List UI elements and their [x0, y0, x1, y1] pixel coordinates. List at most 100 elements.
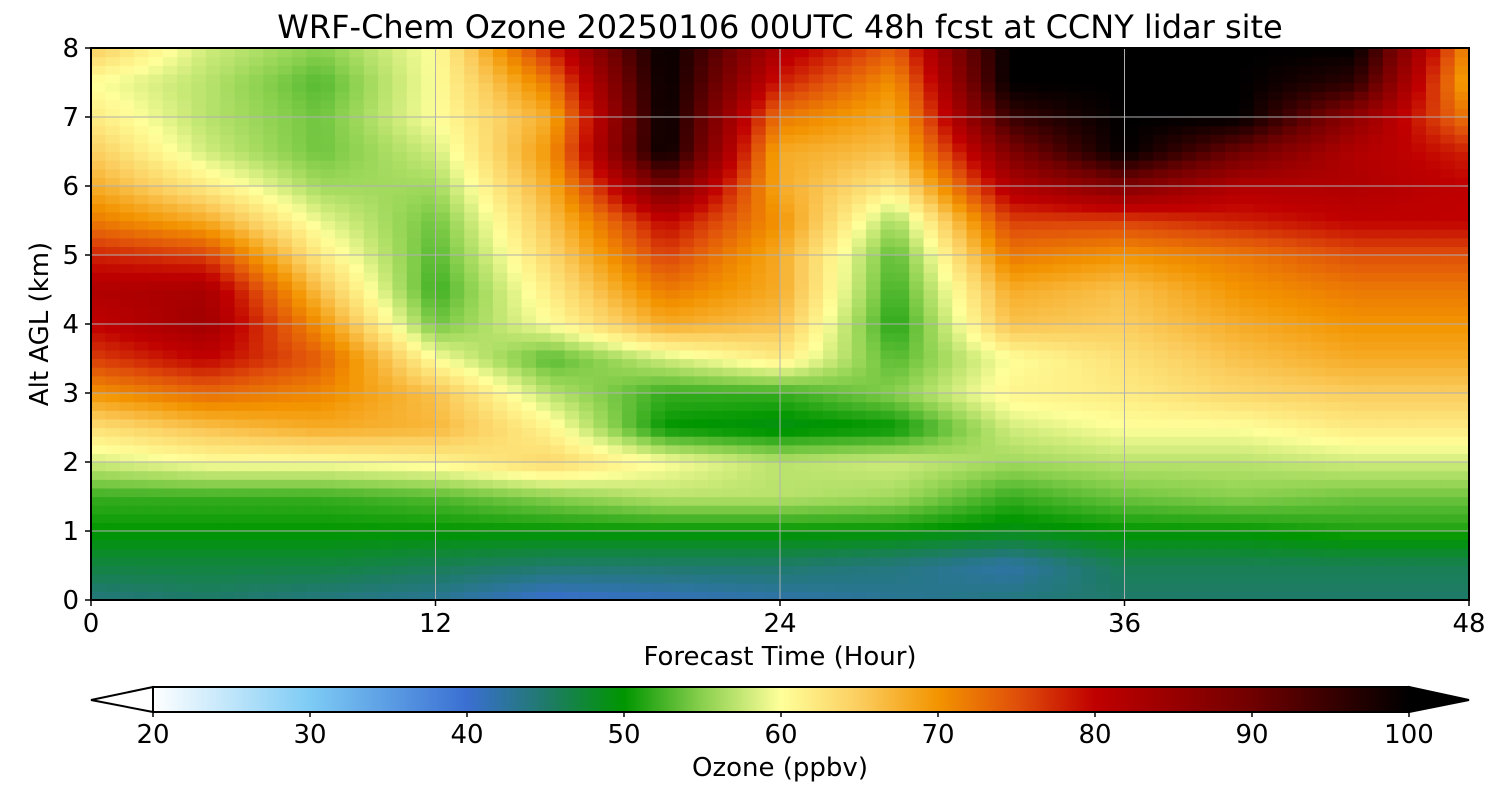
heatmap-cell [449, 177, 465, 187]
heatmap-cell [607, 315, 623, 325]
heatmap-cell [1153, 263, 1169, 273]
heatmap-cell [91, 168, 106, 178]
heatmap-cell [765, 280, 781, 291]
heatmap-cell [1181, 418, 1197, 429]
heatmap-cell [464, 479, 480, 489]
heatmap-cell [363, 367, 379, 377]
heatmap-cell [1124, 401, 1140, 411]
heatmap-cell [894, 410, 910, 420]
heatmap-cell [1224, 349, 1240, 360]
heatmap-cell [1382, 220, 1398, 230]
heatmap-cell [952, 358, 968, 368]
heatmap-cell [909, 289, 925, 299]
heatmap-cell [1325, 531, 1341, 541]
heatmap-cell [1454, 203, 1469, 213]
heatmap-cell [1325, 272, 1341, 282]
heatmap-cell [1397, 315, 1413, 325]
heatmap-cell [1196, 436, 1212, 446]
heatmap-cell [780, 203, 795, 213]
heatmap-cell [291, 574, 307, 584]
heatmap-cell [1282, 272, 1298, 282]
heatmap-cell [952, 289, 968, 299]
heatmap-cell [191, 151, 207, 161]
heatmap-cell [363, 505, 379, 515]
heatmap-cell [1124, 306, 1140, 316]
heatmap-cell [1167, 556, 1183, 567]
heatmap-cell [1440, 496, 1456, 506]
heatmap-cell [837, 246, 853, 256]
heatmap-cell [306, 556, 322, 567]
heatmap-cell [550, 375, 566, 385]
heatmap-cell [1224, 479, 1240, 489]
heatmap-cell [234, 522, 250, 532]
heatmap-cell [177, 487, 193, 498]
heatmap-cell [909, 341, 925, 351]
heatmap-cell [306, 289, 322, 299]
heatmap-cell [708, 427, 724, 437]
heatmap-cell [406, 487, 422, 498]
heatmap-cell [1153, 393, 1169, 403]
heatmap-cell [277, 211, 293, 222]
heatmap-cell [693, 194, 709, 204]
heatmap-cell [191, 280, 207, 291]
heatmap-cell [679, 556, 695, 567]
heatmap-cell [1239, 220, 1255, 230]
heatmap-cell [780, 315, 795, 325]
heatmap-cell [966, 453, 982, 463]
heatmap-cell [162, 591, 178, 600]
heatmap-cell [823, 341, 839, 351]
heatmap-cell [736, 186, 752, 196]
heatmap-cell [937, 410, 953, 420]
heatmap-cell [995, 582, 1011, 592]
heatmap-cell [679, 418, 695, 429]
heatmap-cell [751, 470, 767, 480]
heatmap-cell [320, 272, 336, 282]
heatmap-cell [1311, 211, 1327, 222]
heatmap-cell [995, 487, 1011, 498]
heatmap-cell [1110, 203, 1126, 213]
heatmap-cell [1196, 332, 1212, 342]
heatmap-cell [392, 246, 408, 256]
heatmap-cell [937, 427, 953, 437]
heatmap-cell [1153, 194, 1169, 204]
heatmap-cell [449, 591, 465, 600]
heatmap-cell [1282, 393, 1298, 403]
heatmap-cell [320, 203, 336, 213]
heatmap-cell [1067, 280, 1083, 291]
heatmap-cell [91, 436, 106, 446]
heatmap-cell [923, 574, 939, 584]
heatmap-cell [1268, 427, 1283, 437]
heatmap-cell [1311, 427, 1327, 437]
heatmap-cell [1311, 160, 1327, 170]
heatmap-cell [765, 427, 781, 437]
heatmap-cell [148, 246, 164, 256]
heatmap-cell [593, 565, 609, 575]
heatmap-cell [1153, 539, 1169, 549]
heatmap-cell [1067, 186, 1083, 196]
heatmap-cell [1454, 246, 1469, 256]
heatmap-cell [335, 220, 350, 230]
heatmap-cell [478, 548, 494, 558]
heatmap-cell [1354, 306, 1370, 316]
heatmap-cell [1382, 358, 1398, 368]
heatmap-cell [1038, 272, 1054, 282]
heatmap-cell [866, 574, 882, 584]
heatmap-cell [794, 487, 810, 498]
heatmap-cell [880, 453, 896, 463]
heatmap-cell [378, 272, 394, 282]
heatmap-cell [1181, 591, 1197, 600]
heatmap-cell [923, 229, 939, 239]
heatmap-cell [579, 462, 594, 472]
heatmap-cell [449, 436, 465, 446]
heatmap-cell [1081, 332, 1097, 342]
heatmap-cell [1282, 229, 1298, 239]
heatmap-cell [1081, 384, 1097, 394]
heatmap-cell [808, 487, 824, 498]
heatmap-cell [378, 418, 394, 429]
heatmap-cell [1052, 177, 1068, 187]
heatmap-cell [751, 203, 767, 213]
heatmap-cell [1138, 513, 1154, 523]
heatmap-cell [1397, 358, 1413, 368]
heatmap-cell [191, 401, 207, 411]
heatmap-cell [1038, 229, 1054, 239]
